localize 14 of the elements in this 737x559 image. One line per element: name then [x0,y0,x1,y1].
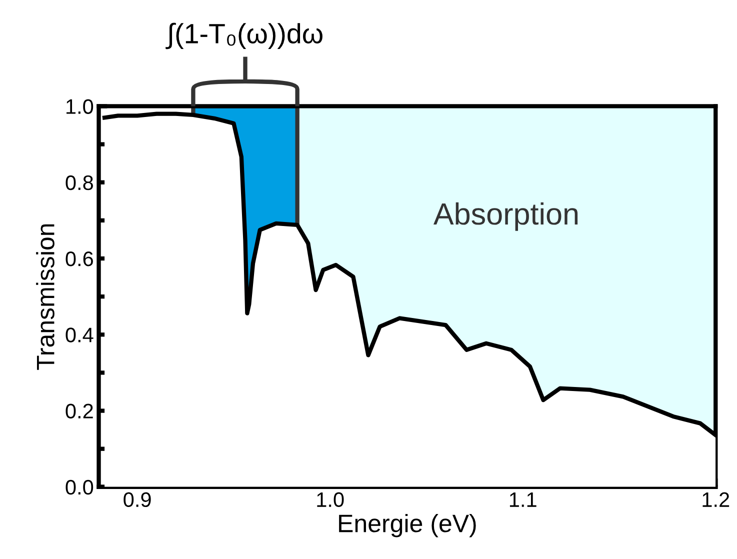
x-axis-title: Energie (eV) [339,514,476,538]
y-axis-title: Transmission [36,224,54,370]
x-tick-label: 1.1 [510,492,536,507]
x-tick-label: 0.9 [124,492,151,508]
band-label: ∫(1-T₀(ω))dω [166,22,322,50]
x-tick-label: 1.2 [702,492,730,507]
x-tick-label: 1.0 [317,492,344,508]
y-tick-label: 0.8 [66,175,93,190]
y-tick-label: 0.4 [66,328,94,342]
y-tick-label: 1.0 [66,99,94,114]
y-tick-label: 0.6 [66,251,93,266]
y-tick-label: 0.0 [66,480,94,495]
y-tick-label: 0.2 [66,404,93,419]
band-label: Absorption [433,202,578,231]
